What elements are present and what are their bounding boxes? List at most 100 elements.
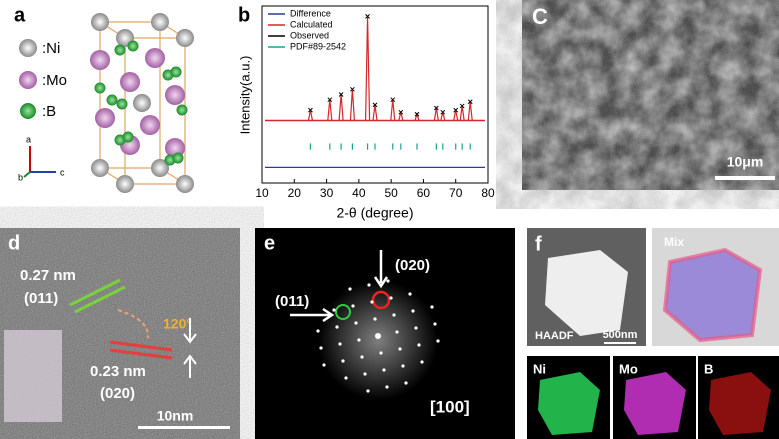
particle	[545, 250, 628, 336]
mo-key	[19, 71, 37, 89]
panel-d: d 0.27 nm (011) 120° 0.23 nm (020) 10nm	[0, 228, 240, 439]
x-tick-label: 70	[449, 186, 463, 200]
diffraction-spot	[366, 389, 370, 393]
diffraction-spot	[332, 308, 336, 312]
d-spacing: 0.23 nm	[90, 363, 146, 380]
peak	[372, 104, 378, 121]
observed-point	[467, 99, 473, 105]
x-tick-label: 80	[481, 186, 495, 200]
diffraction-spot	[316, 329, 320, 333]
diffraction-spot	[360, 355, 364, 359]
ni-atom	[116, 175, 134, 193]
peak	[467, 101, 473, 121]
mo-atom	[145, 48, 165, 68]
b-atom	[94, 82, 106, 94]
diffraction-spot	[373, 317, 377, 321]
diffraction-spot	[382, 368, 386, 372]
b-atom	[106, 94, 118, 106]
arrows	[290, 250, 389, 323]
peak	[349, 89, 355, 121]
panel-label: C	[532, 4, 548, 29]
mo-atom	[140, 115, 160, 135]
panel-f: f HAADF 500nm Mix Ni Mo B	[527, 228, 779, 439]
model-inset	[4, 330, 62, 422]
axis-b	[23, 171, 31, 178]
diffraction-spot	[357, 338, 361, 342]
observed-point	[414, 111, 420, 117]
map-label: Mo	[619, 361, 638, 376]
plot-frame	[261, 5, 489, 184]
ni-atom	[176, 29, 194, 47]
diffraction-spot	[395, 330, 399, 334]
ni-atom	[151, 13, 169, 31]
legend-text: :Mo	[42, 72, 67, 89]
ni-atom	[91, 13, 109, 31]
mo-atom	[165, 85, 185, 105]
diffraction-spot	[379, 351, 383, 355]
plane: (011)	[275, 293, 309, 310]
panel-e: e (011) (020) [100]	[255, 228, 515, 439]
diffraction-spot	[375, 333, 381, 339]
diffraction-spot	[430, 305, 434, 309]
lattice-green	[69, 278, 126, 314]
legend-text: :B	[42, 103, 56, 120]
spot-011	[335, 304, 351, 320]
x-tick-label: 30	[320, 186, 334, 200]
axis-text: c	[60, 167, 65, 177]
panel-label: d	[8, 232, 20, 254]
x-tick-label: 60	[417, 186, 431, 200]
ni-particle	[538, 372, 600, 435]
lattice-red	[109, 340, 173, 360]
diffraction-spot	[433, 322, 437, 326]
spot-020	[371, 290, 391, 310]
legend-text: Observed	[290, 30, 329, 40]
x-tick-label: 10	[255, 186, 269, 200]
x-tick-label: 40	[352, 186, 366, 200]
observed-point	[459, 103, 465, 109]
diffraction-spot	[351, 304, 355, 308]
observed-point	[390, 97, 396, 103]
ni-atom	[176, 175, 194, 193]
b-atom	[176, 104, 188, 116]
b-atom	[172, 152, 184, 164]
axis-text: a	[26, 134, 31, 144]
peak	[338, 94, 344, 121]
peak	[327, 99, 333, 121]
axis-text: b	[18, 172, 23, 182]
angle: 120°	[163, 316, 192, 332]
diffraction-spot	[363, 372, 367, 376]
arrows	[183, 318, 197, 378]
diffraction-spot	[420, 360, 424, 364]
scale-text: 10μm	[727, 154, 764, 170]
observed-point	[338, 92, 344, 97]
observed-point	[327, 97, 333, 103]
panel-a: a :Ni :Mo :B a b c	[14, 4, 194, 193]
diffraction-spot	[392, 313, 396, 317]
observed-point	[365, 14, 370, 19]
diffraction-spot	[319, 346, 323, 350]
diffraction-spot	[436, 339, 440, 343]
diffraction-spot	[335, 325, 339, 329]
x-tick-label: 20	[288, 186, 302, 200]
plane: (020)	[100, 385, 135, 402]
d-spacing: 0.27 nm	[20, 267, 76, 284]
panel-label: b	[238, 4, 250, 26]
diffraction-spot	[348, 287, 352, 291]
diffraction-spot	[408, 292, 412, 296]
observed-point	[350, 86, 355, 92]
peak	[364, 16, 371, 121]
diffraction-spot	[344, 376, 348, 380]
y-axis-label: Intensity(a.u.)	[237, 56, 252, 135]
observed-point	[433, 105, 439, 111]
observed-point	[308, 107, 313, 113]
ni-atom	[151, 159, 169, 177]
b-atom	[116, 98, 128, 110]
diffraction-spot	[411, 309, 415, 313]
observed-point	[453, 107, 459, 113]
haadf-label: HAADF	[535, 330, 574, 342]
plane: (011)	[24, 290, 58, 307]
fft-halo	[318, 280, 438, 400]
diffraction-spot	[417, 343, 421, 347]
diffraction-spot	[338, 342, 342, 346]
ni-key	[19, 39, 37, 57]
